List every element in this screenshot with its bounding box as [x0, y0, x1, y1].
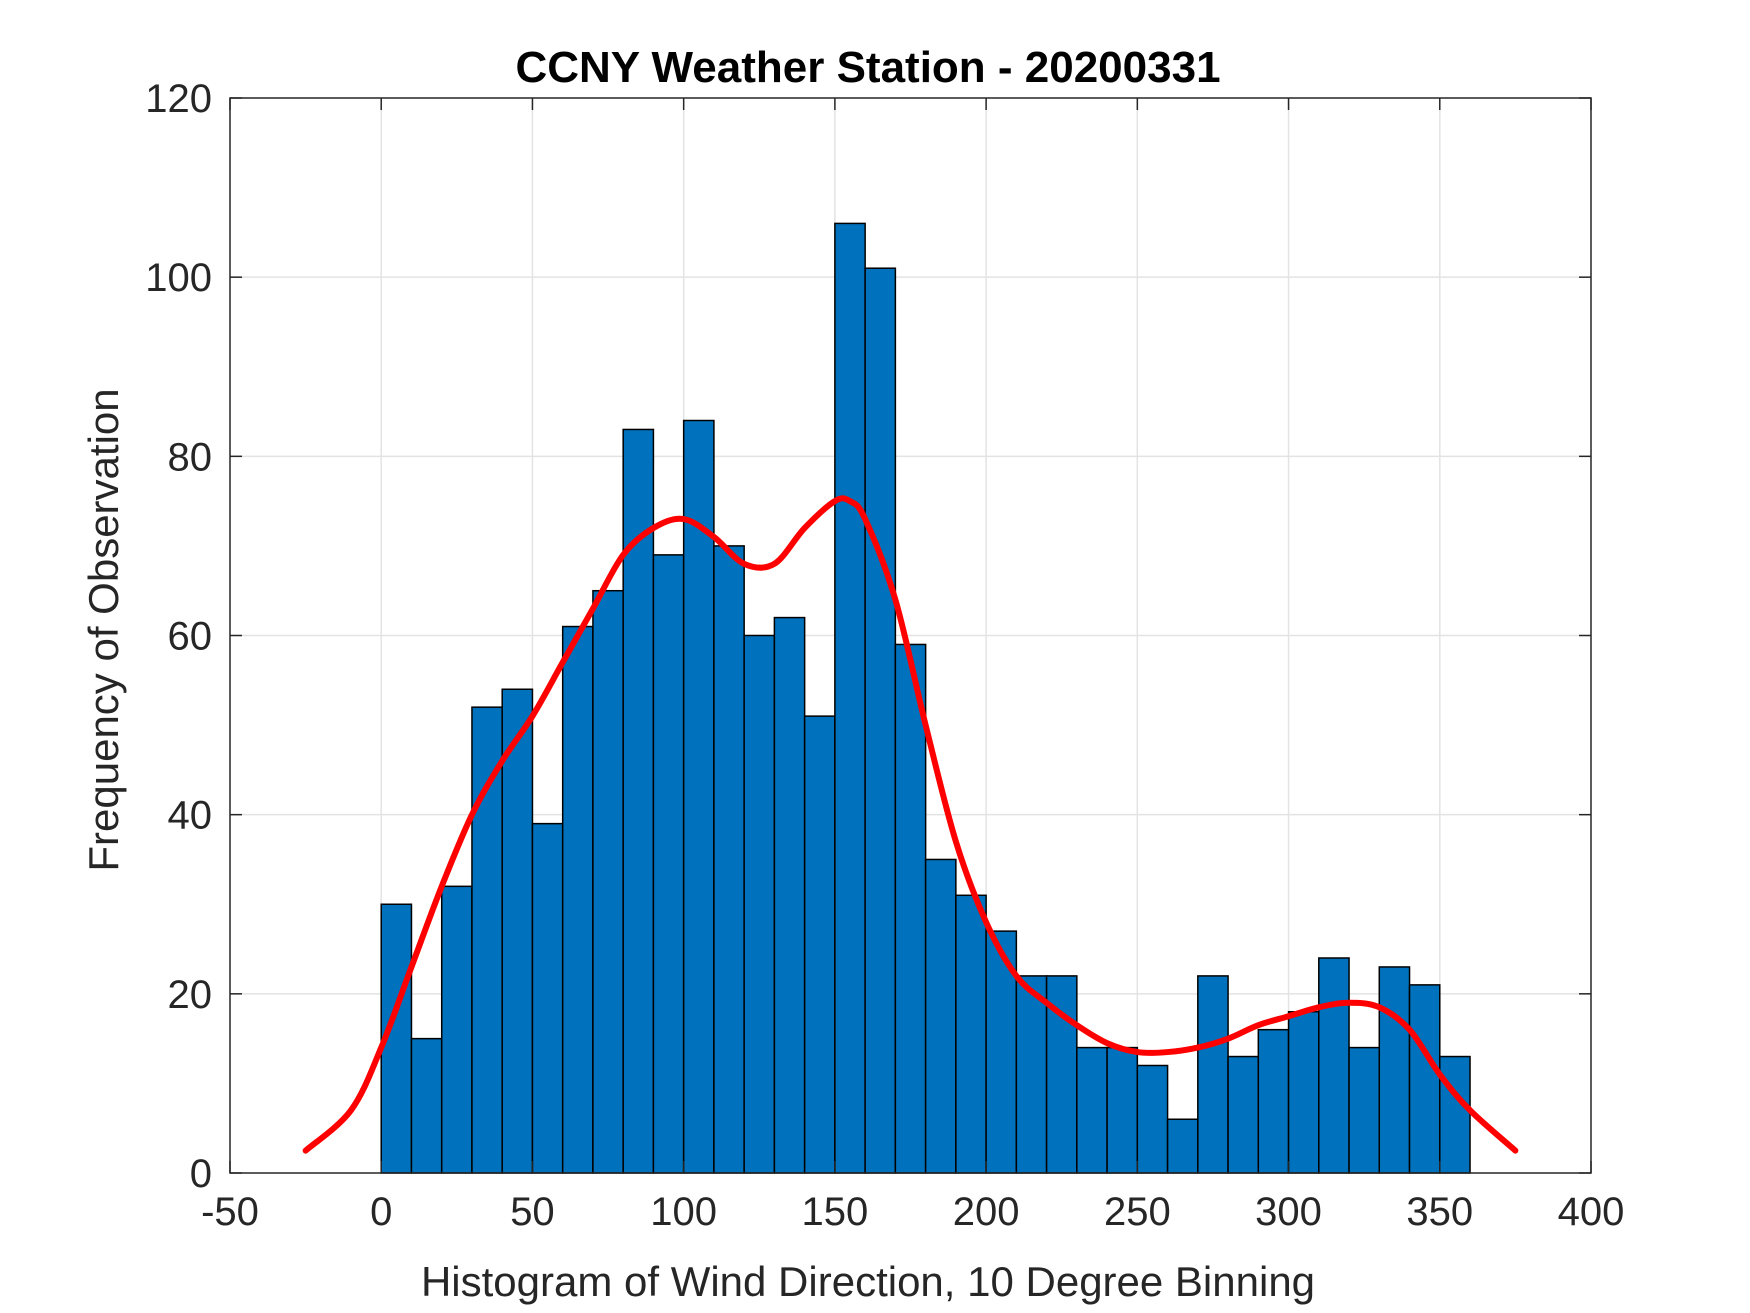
x-tick-label: 200 — [953, 1190, 1020, 1234]
y-tick-label: 20 — [168, 973, 213, 1017]
x-tick-label: 250 — [1104, 1190, 1171, 1234]
histogram-bar — [652, 554, 685, 1174]
histogram-bar — [894, 643, 927, 1174]
fit-curve-line — [302, 495, 1519, 1154]
histogram-bar — [561, 625, 594, 1174]
histogram-bar — [773, 616, 806, 1174]
histogram-bar — [682, 419, 715, 1174]
x-tick-label: 300 — [1255, 1190, 1322, 1234]
histogram-bar — [1318, 957, 1350, 1174]
histogram-bar — [1348, 1046, 1381, 1174]
histogram-bar — [531, 822, 564, 1174]
histogram-bar — [955, 894, 987, 1174]
histogram-bar — [440, 885, 473, 1174]
histogram-bars — [380, 222, 1471, 1174]
histogram-bar — [924, 858, 957, 1174]
y-axis-label: Frequency of Observation — [80, 388, 127, 871]
x-tick-label: 50 — [510, 1190, 555, 1234]
histogram-bar — [592, 589, 624, 1174]
y-tick-labels: 0 20 40 60 80 100 120 — [145, 77, 212, 1196]
histogram-bar — [501, 688, 534, 1174]
histogram-bar — [410, 1037, 443, 1174]
histogram-bar — [1015, 975, 1048, 1174]
histogram-bar — [743, 634, 776, 1174]
histogram-bar — [803, 715, 836, 1174]
x-axis-label: Histogram of Wind Direction, 10 Degree B… — [421, 1258, 1315, 1305]
x-tick-label: -50 — [201, 1190, 259, 1234]
y-tick-label: 80 — [168, 435, 213, 479]
histogram-bar — [1378, 966, 1411, 1174]
histogram-bar — [1257, 1028, 1290, 1174]
x-tick-label: 100 — [650, 1190, 717, 1234]
y-tick-label: 100 — [145, 256, 212, 300]
y-tick-label: 40 — [168, 794, 213, 838]
y-tick-label: 0 — [190, 1152, 212, 1196]
axis-ticks — [229, 97, 1592, 1174]
histogram-bar — [864, 267, 897, 1174]
histogram-bar — [1136, 1064, 1169, 1174]
histogram-bar — [1287, 1011, 1320, 1174]
histogram-bar — [834, 222, 866, 1174]
x-tick-label: 400 — [1558, 1190, 1625, 1234]
histogram-bar — [1106, 1046, 1139, 1174]
histogram-bar — [1408, 984, 1441, 1174]
histogram-bar — [1439, 1055, 1471, 1174]
histogram-bar — [1227, 1055, 1260, 1174]
histogram-bar — [1076, 1046, 1108, 1174]
y-tick-label: 60 — [168, 615, 213, 659]
x-tick-labels: -50 0 50 100 150 200 250 300 350 400 — [201, 1190, 1624, 1234]
histogram-bar — [1166, 1118, 1199, 1174]
histogram-bar — [713, 545, 745, 1174]
chart-title: CCNY Weather Station - 20200331 — [515, 43, 1220, 92]
y-tick-label: 120 — [145, 77, 212, 121]
histogram-bar — [985, 930, 1018, 1174]
histogram-bar — [1197, 975, 1229, 1174]
x-tick-label: 350 — [1406, 1190, 1473, 1234]
x-tick-label: 0 — [370, 1190, 392, 1234]
x-tick-label: 150 — [802, 1190, 869, 1234]
histogram-bar — [622, 428, 655, 1174]
histogram-bar — [471, 706, 503, 1174]
